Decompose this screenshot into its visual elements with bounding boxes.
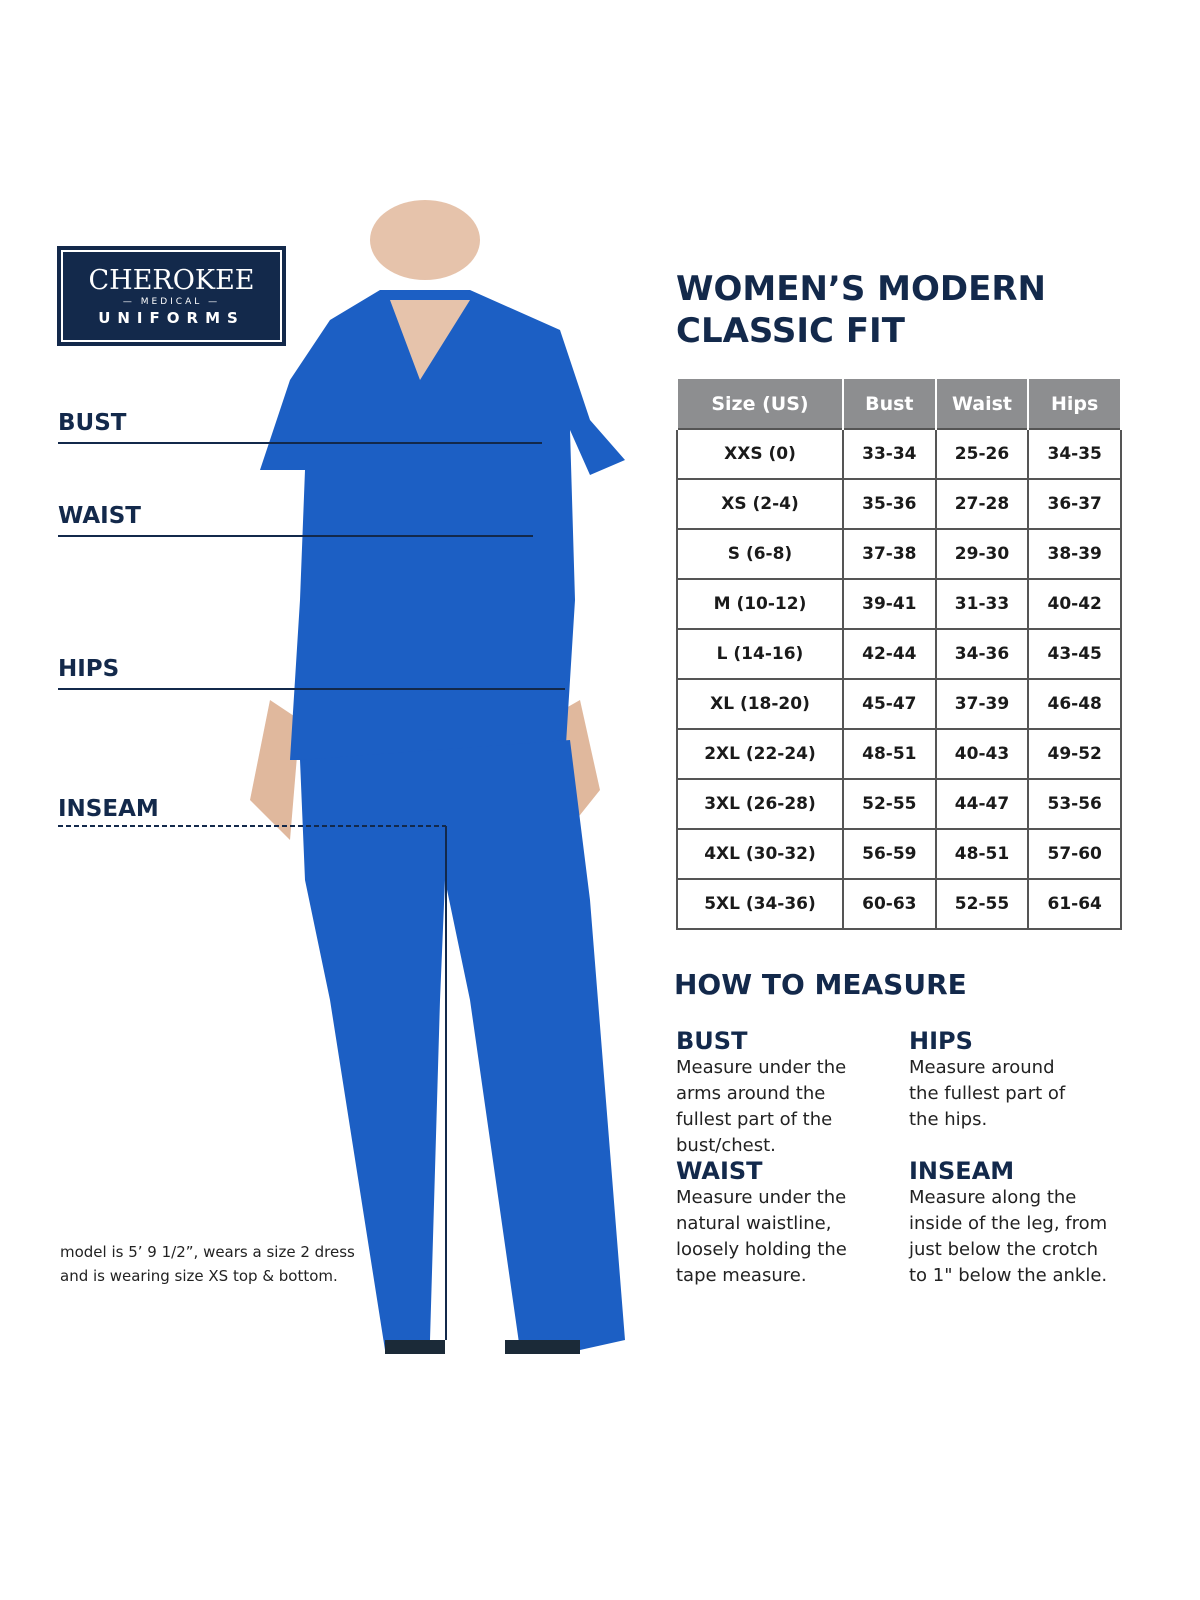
- inseam-heading: INSEAM: [909, 1157, 1015, 1185]
- table-cell: 40-42: [1027, 578, 1122, 630]
- table-cell: 45-47: [841, 678, 937, 730]
- table-cell: 27-28: [934, 478, 1030, 530]
- hips-text: Measure around the fullest part of the h…: [909, 1057, 1066, 1130]
- note-line-2: and is wearing size XS top & bottom.: [60, 1267, 338, 1285]
- table-row: XXS (0) 33-34 25-26 34-35: [676, 428, 1122, 480]
- hips-label: HIPS: [58, 656, 120, 682]
- table-cell: L (14-16): [676, 628, 844, 680]
- how-to-bust: BUST Measure under the arms around the f…: [676, 1027, 876, 1159]
- table-cell: 42-44: [841, 628, 937, 680]
- table-cell: 37-39: [934, 678, 1030, 730]
- model-illustration: [250, 200, 625, 1354]
- table-cell: 35-36: [841, 478, 937, 530]
- how-to-waist: WAIST Measure under the natural waistlin…: [676, 1157, 851, 1289]
- table-cell: M (10-12): [676, 578, 844, 630]
- size-chart-table: Size (US) Bust Waist Hips XXS (0) 33-34 25-26…: [676, 379, 1122, 930]
- column-header: Hips: [1027, 379, 1122, 429]
- table-cell: 53-56: [1027, 778, 1122, 830]
- table-cell: 61-64: [1027, 878, 1122, 930]
- note-line-1: model is 5’ 9 1/2”, wears a size 2 dress: [60, 1243, 355, 1261]
- logo-text: CHEROKEE: [88, 265, 255, 296]
- how-to-hips: HIPS Measure around the fullest part of …: [909, 1027, 1069, 1133]
- table-cell: XS (2-4): [676, 478, 844, 530]
- table-row: L (14-16) 42-44 34-36 43-45: [676, 628, 1122, 680]
- waist-label: WAIST: [58, 503, 141, 529]
- table-cell: 57-60: [1027, 828, 1122, 880]
- table-cell: 4XL (30-32): [676, 828, 844, 880]
- table-row: 3XL (26-28) 52-55 44-47 53-56: [676, 778, 1122, 830]
- hips-heading: HIPS: [909, 1027, 973, 1055]
- table-cell: 2XL (22-24): [676, 728, 844, 780]
- table-cell: 31-33: [934, 578, 1030, 630]
- how-to-measure-heading: HOW TO MEASURE: [674, 968, 967, 1001]
- table-cell: 43-45: [1027, 628, 1122, 680]
- table-row: 5XL (34-36) 60-63 52-55 61-64: [676, 878, 1122, 930]
- table-cell: 33-34: [841, 428, 937, 480]
- table-cell: 44-47: [934, 778, 1030, 830]
- table-cell: S (6-8): [676, 528, 844, 580]
- table-row: S (6-8) 37-38 29-30 38-39: [676, 528, 1122, 580]
- how-to-inseam: INSEAM Measure along the inside of the l…: [909, 1157, 1109, 1289]
- table-cell: XL (18-20): [676, 678, 844, 730]
- table-row: XL (18-20) 45-47 37-39 46-48: [676, 678, 1122, 730]
- title-line-1: WOMEN’S MODERN: [676, 269, 1046, 309]
- page-title: WOMEN’S MODERN CLASSIC FIT: [676, 268, 1046, 352]
- table-cell: 48-51: [841, 728, 937, 780]
- table-row: XS (2-4) 35-36 27-28 36-37: [676, 478, 1122, 530]
- bust-heading: BUST: [676, 1027, 748, 1055]
- table-cell: 29-30: [934, 528, 1030, 580]
- bust-text: Measure under the arms around the fulles…: [676, 1057, 847, 1156]
- column-header: Size (US): [676, 379, 844, 429]
- inseam-text: Measure along the inside of the leg, fro…: [909, 1187, 1108, 1286]
- title-line-2: CLASSIC FIT: [676, 311, 905, 351]
- model-note: model is 5’ 9 1/2”, wears a size 2 dress…: [60, 1240, 355, 1288]
- bust-label: BUST: [58, 410, 127, 436]
- table-cell: 46-48: [1027, 678, 1122, 730]
- logo-subtext-2: UNIFORMS: [98, 309, 245, 327]
- column-header: Waist: [934, 379, 1030, 429]
- table-cell: 37-38: [841, 528, 937, 580]
- table-cell: 40-43: [934, 728, 1030, 780]
- table-cell: 56-59: [841, 828, 937, 880]
- table-cell: 34-36: [934, 628, 1030, 680]
- inseam-label: INSEAM: [58, 796, 159, 822]
- column-header: Bust: [841, 379, 937, 429]
- table-cell: 3XL (26-28): [676, 778, 844, 830]
- table-cell: 49-52: [1027, 728, 1122, 780]
- waist-heading: WAIST: [676, 1157, 763, 1185]
- table-cell: 48-51: [934, 828, 1030, 880]
- table-cell: 39-41: [841, 578, 937, 630]
- table-cell: 60-63: [841, 878, 937, 930]
- table-cell: 34-35: [1027, 428, 1122, 480]
- table-cell: XXS (0): [676, 428, 844, 480]
- table-cell: 38-39: [1027, 528, 1122, 580]
- table-row: 2XL (22-24) 48-51 40-43 49-52: [676, 728, 1122, 780]
- table-cell: 36-37: [1027, 478, 1122, 530]
- table-cell: 25-26: [934, 428, 1030, 480]
- table-cell: 5XL (34-36): [676, 878, 844, 930]
- table-cell: 52-55: [841, 778, 937, 830]
- table-cell: 52-55: [934, 878, 1030, 930]
- logo-subtext: — MEDICAL —: [122, 297, 221, 307]
- cherokee-logo: CHEROKEE — MEDICAL — UNIFORMS: [57, 246, 286, 346]
- waist-text: Measure under the natural waistline, loo…: [676, 1187, 847, 1286]
- table-row: M (10-12) 39-41 31-33 40-42: [676, 578, 1122, 630]
- table-row: 4XL (30-32) 56-59 48-51 57-60: [676, 828, 1122, 880]
